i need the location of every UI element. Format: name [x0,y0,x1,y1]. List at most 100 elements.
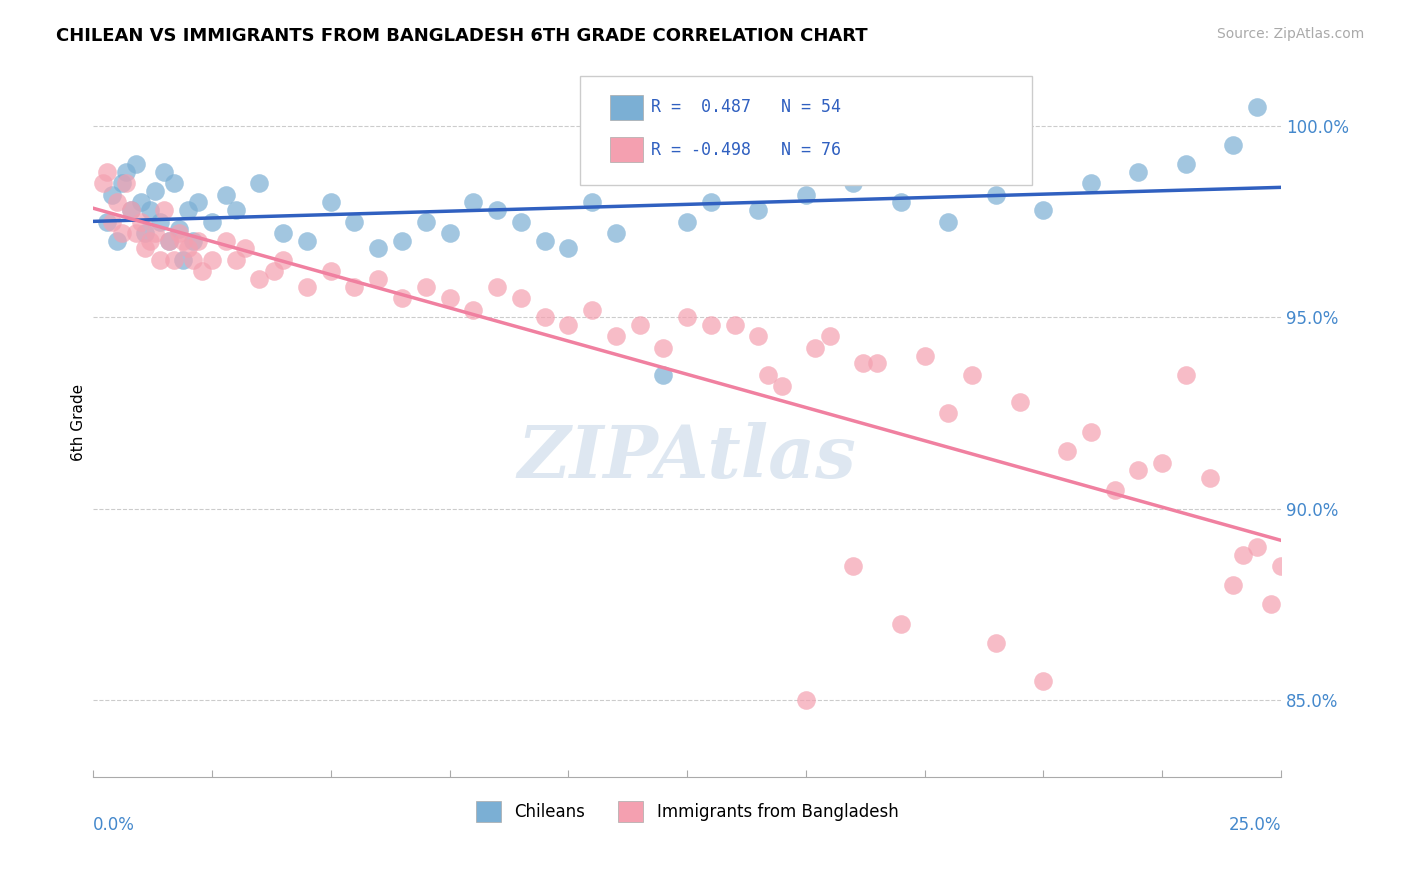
Point [415,279,437,293]
Point [866,356,889,370]
Point [1008,394,1031,409]
Point [191,264,214,278]
Point [153,203,176,218]
Point [794,187,817,202]
Point [181,252,204,267]
Point [509,214,531,228]
Point [391,234,413,248]
Point [271,226,294,240]
Point [134,241,156,255]
Point [295,234,318,248]
Point [391,291,413,305]
Point [149,214,172,228]
Point [201,214,224,228]
Point [1222,578,1244,592]
Point [139,234,162,248]
Text: 25.0%: 25.0% [1229,815,1281,833]
Point [770,379,793,393]
Point [700,318,723,332]
Point [91,177,114,191]
Point [319,195,342,210]
Point [605,329,627,343]
Point [343,279,366,293]
Point [172,252,194,267]
Point [225,203,247,218]
Point [1246,100,1268,114]
Point [101,187,124,202]
Point [201,252,224,267]
Point [486,203,509,218]
Point [852,356,875,370]
Point [343,214,366,228]
Point [1032,203,1054,218]
Point [249,272,271,286]
Point [756,368,779,382]
Point [914,349,936,363]
Point [890,195,912,210]
Point [96,165,118,179]
Point [509,291,531,305]
Point [463,195,485,210]
Point [1056,444,1078,458]
Point [533,310,555,325]
Point [890,616,912,631]
Point [818,329,841,343]
Point [105,234,128,248]
Point [139,203,162,218]
Text: Source: ZipAtlas.com: Source: ZipAtlas.com [1216,27,1364,41]
Point [115,177,138,191]
Point [1174,368,1197,382]
Text: CHILEAN VS IMMIGRANTS FROM BANGLADESH 6TH GRADE CORRELATION CHART: CHILEAN VS IMMIGRANTS FROM BANGLADESH 6T… [56,27,868,45]
Point [1198,471,1220,485]
Point [747,203,769,218]
Point [938,406,960,420]
Point [101,214,124,228]
Point [215,187,238,202]
Point [652,368,675,382]
Point [1080,425,1102,439]
Point [415,214,437,228]
Point [167,222,190,236]
Point [181,234,204,248]
Point [700,195,723,210]
Y-axis label: 6th Grade: 6th Grade [72,384,86,461]
Point [96,214,118,228]
Point [172,234,194,248]
Text: R = -0.498   N = 76: R = -0.498 N = 76 [651,141,841,159]
Point [1128,165,1150,179]
Point [984,635,1007,649]
Point [134,226,156,240]
Point [486,279,509,293]
Point [111,226,134,240]
Point [149,252,172,267]
Point [463,302,485,317]
Point [984,187,1007,202]
Point [125,226,148,240]
FancyBboxPatch shape [581,76,1032,186]
Point [581,195,603,210]
Point [605,226,627,240]
Point [157,234,180,248]
Point [1080,177,1102,191]
Point [125,157,148,171]
Point [120,203,142,218]
Point [111,177,134,191]
Point [263,264,285,278]
Point [804,341,827,355]
Point [129,214,152,228]
Point [187,195,209,210]
Point [1152,456,1174,470]
Point [1260,598,1282,612]
Point [676,214,699,228]
Point [533,234,555,248]
Point [1246,540,1268,554]
Point [938,214,960,228]
Point [153,165,176,179]
Point [367,272,389,286]
Point [723,318,745,332]
Point [163,177,186,191]
Point [960,368,983,382]
Point [652,341,675,355]
Point [233,241,256,255]
Point [177,241,200,255]
